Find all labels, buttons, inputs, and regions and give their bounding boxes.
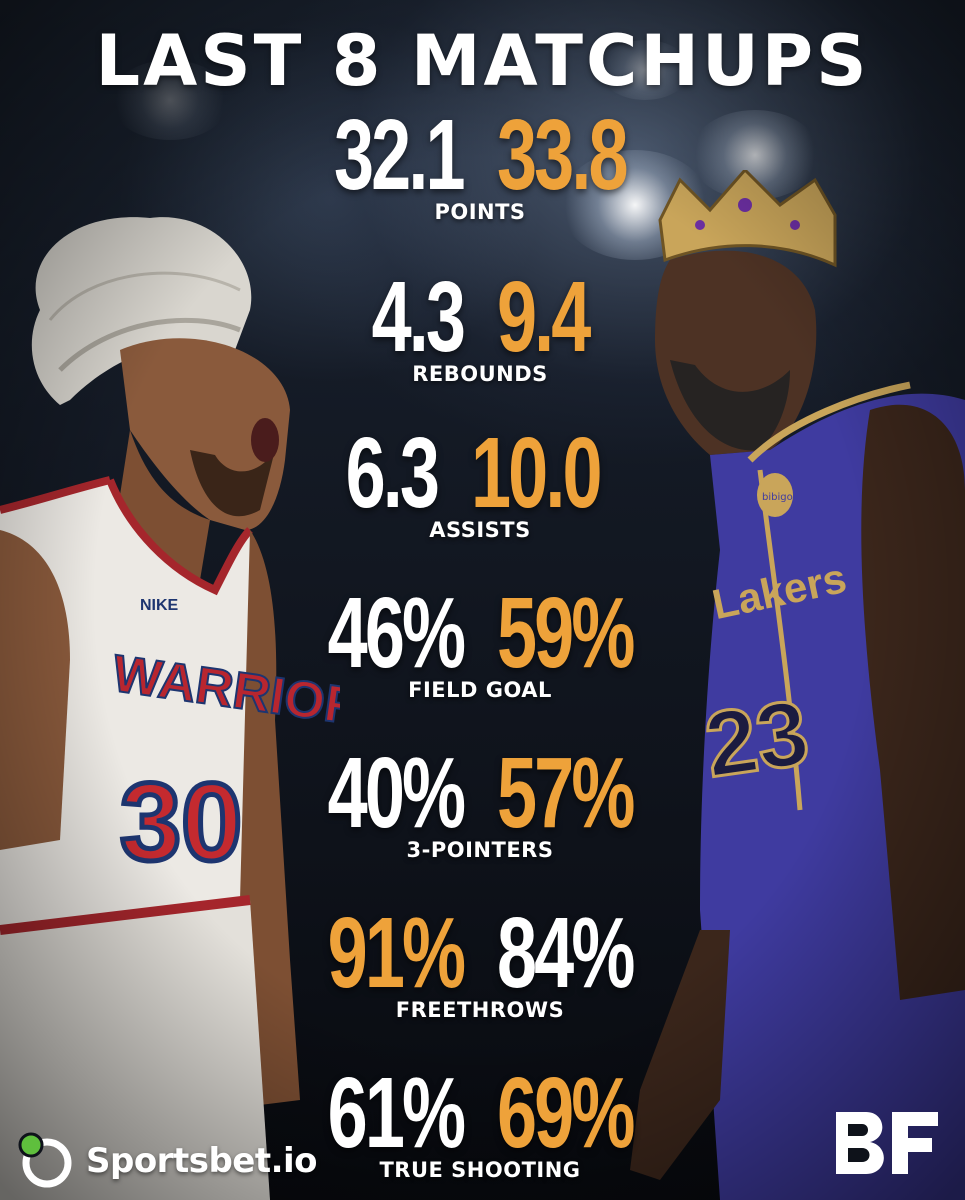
left-player-value: 40% (327, 737, 466, 849)
stat-values: 32.1 33.8 (330, 99, 630, 211)
stat-label: TRUE SHOOTING (379, 1158, 581, 1182)
sponsor-name: Sportsbet.io (86, 1141, 318, 1181)
left-player-value: 4.3 (371, 261, 466, 373)
left-player-value: 91% (327, 897, 466, 1009)
left-player-value: 6.3 (345, 417, 440, 529)
stat-row-rebounds: 4.3 9.4 REBOUNDS (330, 262, 630, 412)
stat-row-3-pointers: 40% 57% 3-POINTERS (327, 737, 636, 888)
right-player-value: 10.0 (471, 417, 602, 529)
stat-label: FIELD GOAL (408, 678, 552, 702)
stat-label: ASSISTS (429, 518, 531, 542)
right-player-value: 84% (497, 897, 635, 1009)
stat-row-assists: 6.3 10.0 ASSISTS (330, 418, 630, 568)
stat-values: 6.3 10.0 (330, 417, 630, 529)
stat-values: 40% 57% (327, 737, 636, 849)
stat-label: POINTS (434, 200, 526, 224)
right-player-value: 57% (497, 737, 635, 849)
left-player-value: 46% (327, 577, 466, 689)
stat-row-points: 32.1 33.8 POINTS (330, 100, 630, 250)
sponsor-logo: Sportsbet.io (18, 1130, 318, 1192)
right-player-value: 33.8 (497, 99, 628, 211)
stat-row-true-shooting: 61% 69% TRUE SHOOTING (327, 1057, 636, 1200)
stat-label: REBOUNDS (412, 362, 548, 386)
left-player-value: 32.1 (334, 99, 465, 211)
sportsbet-logo-icon (18, 1132, 72, 1188)
stat-values: 46% 59% (327, 577, 636, 689)
stats-column: 32.1 33.8 POINTS 4.3 9.4 REBOUNDS 6.3 10… (327, 100, 636, 1200)
stat-values: 61% 69% (327, 1057, 636, 1169)
stat-values: 4.3 9.4 (330, 261, 630, 373)
stat-values: 91% 84% (327, 897, 636, 1009)
right-player-value: 9.4 (497, 261, 591, 373)
right-player-value: 69% (497, 1057, 635, 1169)
stat-label: 3-POINTERS (406, 838, 554, 862)
stat-label: FREETHROWS (395, 998, 565, 1022)
stat-row-freethrows: 91% 84% FREETHROWS (327, 897, 636, 1048)
page-title: LAST 8 MATCHUPS (95, 20, 870, 102)
stat-row-field-goal: 46% 59% FIELD GOAL (327, 577, 636, 728)
left-player-value: 61% (327, 1057, 466, 1169)
right-player-value: 59% (497, 577, 635, 689)
bf-logo-icon (836, 1112, 938, 1174)
